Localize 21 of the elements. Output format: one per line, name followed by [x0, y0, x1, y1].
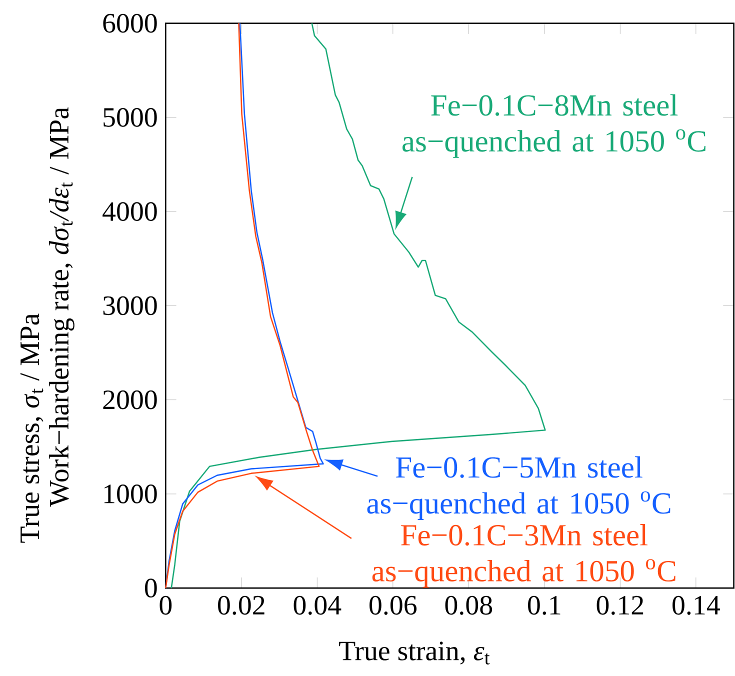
x-tick-label: 0.06	[370, 596, 417, 615]
y-tick-label: 1000	[104, 484, 157, 504]
series-label: Fe−0.1C−8Mn steel as−quenched at 1050 $^{o}$C	[402, 94, 706, 158]
x-tick-label: 0.02	[218, 596, 264, 615]
text: Work−hardening rate, dσ$_{t}$/dε$_{t}$ / MPa	[48, 107, 74, 507]
y-axis-title: True stress, σ$_{t}$ / MPa	[20, 314, 44, 543]
x-tick-label: 0.04	[294, 596, 342, 615]
x-tick-label: 0.12	[596, 596, 644, 615]
series-label: Fe−0.1C−5Mn steel as−quenched at 1050 $^{o}$C	[367, 456, 670, 520]
y-tick-label: 5000	[104, 108, 157, 127]
x-tick-label: 0.08	[445, 596, 492, 615]
y-tick-label: 2000	[103, 390, 157, 410]
text: Fe−0.1C−3Mn steel as−quenched at 1050 $^{o}$C	[372, 524, 676, 588]
x-axis-title: True strain, ε$_{t}$	[339, 642, 490, 665]
y-tick-label: 0	[144, 578, 157, 598]
x-tick-label: 0	[160, 596, 172, 615]
y-tick-label: 3000	[103, 296, 157, 316]
x-tick-label: 0.14	[672, 596, 720, 615]
y-tick-label: 4000	[102, 202, 157, 222]
x-tick-label: 0.1	[528, 596, 560, 615]
y-tick-label: 6000	[103, 14, 157, 33]
